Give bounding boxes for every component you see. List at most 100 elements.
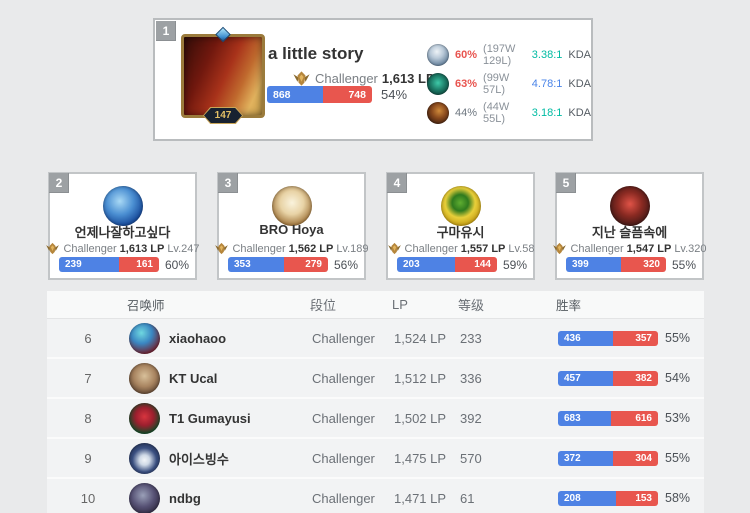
rank-badge: 1: [156, 21, 176, 41]
win-rate: 55%: [671, 257, 696, 272]
winloss-bar: 399 320: [566, 257, 666, 272]
summoner-avatar: [609, 186, 650, 226]
header-tier: 段位: [310, 298, 337, 313]
tier-line: Challenger 1,613 LP: [292, 69, 435, 88]
row-lp: 1,502 LP: [394, 410, 447, 426]
row-rank: 6: [84, 330, 92, 346]
champion-stats: 60% (197W 129L) 3.38:1 KDA 63% (99W 57L)…: [427, 43, 591, 125]
summoner-name[interactable]: KT Ucal: [169, 370, 218, 386]
wins-segment: 399: [566, 257, 622, 272]
champion-stat-row[interactable]: 44% (44W 55L) 3.18:1 KDA: [427, 101, 591, 125]
champion-kda: 3.38:1: [531, 49, 563, 61]
wins-segment: 436: [558, 330, 613, 346]
header-level: 等级: [458, 298, 485, 313]
lp-value: 1,547 LP: [626, 242, 672, 255]
summoner-level: Lv.58: [508, 242, 535, 255]
rank-badge: 5: [556, 173, 576, 193]
summoner-name[interactable]: xiaohaoo: [169, 330, 227, 346]
row-tier: Challenger: [312, 490, 375, 506]
challenger-crest-icon: [215, 242, 229, 255]
table-header: 召唤师 段位 LP 等级 胜率: [47, 291, 704, 319]
losses-segment: 144: [455, 257, 497, 272]
player-card-rank-2[interactable]: 2 언제나잘하고싶다 Challenger 1,613 LP Lv.247 23…: [46, 172, 200, 280]
rank-badge: 2: [49, 173, 69, 193]
lp-value: 1,613 LP: [381, 71, 435, 86]
summoner-level: Lv.320: [674, 242, 707, 255]
tier-label: Challenger: [570, 242, 624, 255]
table-row[interactable]: 6 xiaohaoo Challenger 1,524 LP 233 436 3…: [47, 319, 704, 359]
champion-icon: [427, 73, 449, 95]
row-lp: 1,475 LP: [394, 450, 447, 466]
winloss-bar: 457 382: [558, 370, 658, 386]
summoner-name[interactable]: 언제나잘하고싶다: [74, 225, 171, 240]
row-tier: Challenger: [312, 410, 375, 426]
challenger-crest-icon: [46, 242, 60, 255]
champion-win-rate: 44%: [455, 107, 478, 119]
player-card-rank-4[interactable]: 4 구마유시 Challenger 1,557 LP Lv.58 203 144…: [386, 172, 535, 280]
winloss-bar: 436 357: [558, 330, 658, 346]
winloss-bar: 239 161: [59, 257, 159, 272]
summoner-name[interactable]: T1 Gumayusi: [169, 410, 251, 426]
summoner-avatar: [271, 186, 312, 226]
challenger-crest-icon: [387, 242, 401, 255]
champion-icon: [427, 44, 449, 66]
champion-win-rate: 60%: [455, 49, 478, 61]
winloss-bar: 683 616: [558, 410, 658, 426]
tier-line: Challenger 1,613 LP Lv.247: [46, 241, 200, 256]
row-tier: Challenger: [312, 450, 375, 466]
row-level: 233: [460, 330, 482, 346]
row-tier: Challenger: [312, 370, 375, 386]
losses-segment: 357: [613, 330, 658, 346]
win-rate: 58%: [665, 491, 691, 505]
summoner-name[interactable]: 구마유시: [436, 225, 485, 240]
champion-record: (44W 55L): [483, 101, 510, 125]
player-card-rank-5[interactable]: 5 지난 슬픔속에 Challenger 1,547 LP Lv.320 399…: [553, 172, 707, 280]
win-rate: 59%: [502, 257, 527, 272]
table-row[interactable]: 8 T1 Gumayusi Challenger 1,502 LP 392 68…: [47, 399, 704, 439]
summoner-avatar: [440, 186, 481, 226]
summoner-avatar: [129, 442, 160, 474]
losses-segment: 320: [621, 257, 666, 272]
losses-segment: 748: [323, 86, 372, 103]
winloss-bar: 203 144: [397, 257, 497, 272]
row-level: 392: [460, 410, 482, 426]
row-level: 61: [460, 490, 475, 506]
tier-line: Challenger 1,547 LP Lv.320: [553, 241, 707, 256]
tier-line: Challenger 1,562 LP Lv.189: [215, 241, 369, 256]
summoner-name[interactable]: a little story: [268, 44, 364, 63]
tier-line: Challenger 1,557 LP Lv.58: [387, 241, 535, 256]
summoner-name[interactable]: 아이스빙수: [169, 451, 229, 467]
win-rate: 54%: [665, 371, 691, 385]
summoner-avatar: [129, 402, 160, 434]
header-win-rate: 胜率: [556, 299, 582, 313]
wins-segment: 203: [397, 257, 456, 272]
wins-segment: 457: [558, 370, 613, 386]
table-row[interactable]: 7 KT Ucal Challenger 1,512 LP 336 457 38…: [47, 359, 704, 399]
champion-kda: 3.18:1: [531, 107, 563, 119]
champion-stat-row[interactable]: 63% (99W 57L) 4.78:1 KDA: [427, 72, 591, 96]
win-rate: 55%: [665, 451, 691, 465]
winloss-bar: 353 279: [228, 257, 328, 272]
kda-label: KDA: [568, 78, 591, 90]
win-rate: 53%: [665, 411, 691, 425]
summoner-name[interactable]: 지난 슬픔속에: [591, 225, 668, 240]
tier-label: Challenger: [404, 242, 458, 255]
wins-segment: 239: [59, 257, 119, 272]
table-row[interactable]: 9 아이스빙수 Challenger 1,475 LP 570 372 304 …: [47, 439, 704, 479]
wins-segment: 868: [267, 86, 324, 103]
champion-stat-row[interactable]: 60% (197W 129L) 3.38:1 KDA: [427, 43, 591, 67]
winloss-bar: 208 153: [558, 490, 658, 506]
losses-segment: 304: [613, 450, 658, 466]
table-row[interactable]: 10 ndbg Challenger 1,471 LP 61 208 153 5…: [47, 479, 704, 513]
row-rank: 9: [84, 450, 92, 466]
row-rank: 10: [80, 490, 96, 506]
winloss-bar: 372 304: [558, 450, 658, 466]
summoner-name[interactable]: BRO Hoya: [259, 222, 324, 237]
featured-player-card[interactable]: 1 147 a little story Challenger 1,613 LP…: [153, 18, 593, 141]
tier-label: Challenger: [315, 71, 378, 86]
summoner-level-badge: 147: [203, 107, 243, 124]
summoner-name[interactable]: ndbg: [169, 490, 201, 506]
wins-segment: 353: [228, 257, 284, 272]
player-card-rank-3[interactable]: 3 BRO Hoya Challenger 1,562 LP Lv.189 35…: [215, 172, 369, 280]
summoner-avatar: [129, 362, 160, 394]
